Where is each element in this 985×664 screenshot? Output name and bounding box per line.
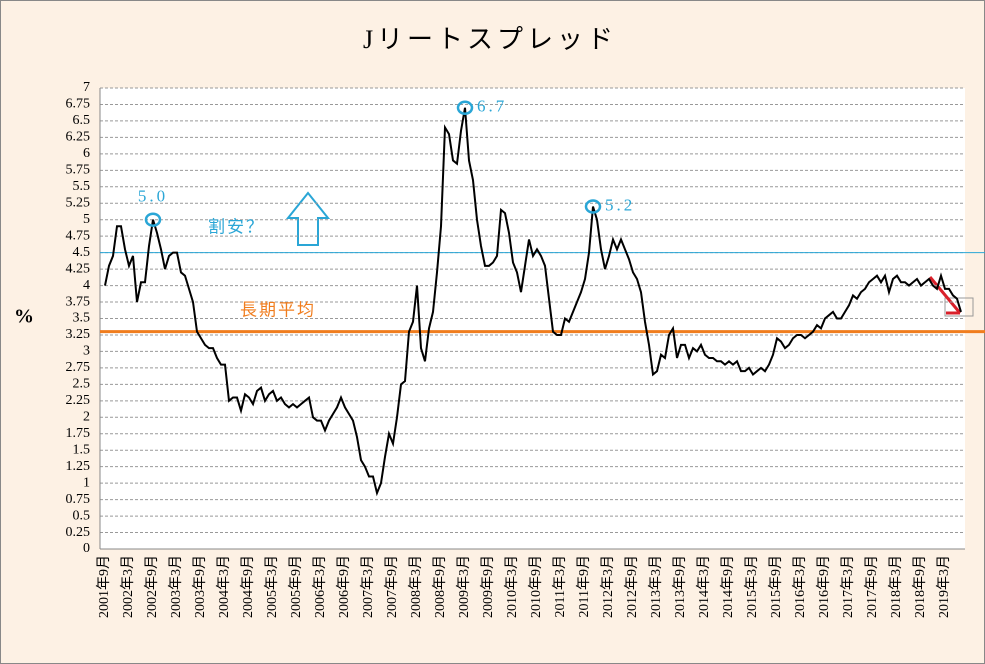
x-tick-label: 2014年3月: [696, 555, 712, 618]
y-tick-label: 2.5: [73, 377, 91, 392]
y-tick-label: 4: [83, 278, 90, 293]
x-tick-label: 2009年9月: [480, 555, 496, 618]
y-tick-label: 4.25: [66, 261, 91, 276]
y-tick-label: 6.5: [73, 113, 91, 128]
x-tick-label: 2013年9月: [672, 555, 688, 618]
x-tick-label: 2005年9月: [288, 555, 304, 618]
data-line: [104, 107, 962, 497]
y-tick-label: 5: [83, 212, 90, 227]
x-tick-label: 2002年9月: [144, 555, 160, 618]
up-arrow: [285, 191, 331, 246]
y-tick-label: 0.75: [66, 492, 91, 507]
x-tick-label: 2013年3月: [648, 555, 664, 618]
y-tick-label: 5.25: [66, 195, 91, 210]
y-tick-label: 4.5: [73, 245, 91, 260]
y-tick-label: 6: [83, 146, 90, 161]
y-tick-label: 1: [83, 475, 90, 490]
x-tick-label: 2004年9月: [240, 555, 256, 618]
y-tick-label: 4.75: [66, 228, 91, 243]
end-box: [944, 297, 974, 317]
x-tick-label: 2012年9月: [624, 555, 640, 618]
peak-marker: [584, 199, 602, 214]
x-tick-label: 2007年3月: [360, 555, 376, 618]
y-tick-label: 3: [83, 344, 90, 359]
x-tick-label: 2008年9月: [432, 555, 448, 618]
x-tick-label: 2017年3月: [840, 555, 856, 618]
y-tick-label: 5.75: [66, 163, 91, 178]
x-tick-label: 2010年3月: [504, 555, 520, 618]
y-tick-label: 3.25: [66, 327, 91, 342]
x-tick-label: 2015年3月: [744, 555, 760, 618]
y-tick-label: 2.75: [66, 360, 91, 375]
x-tick-label: 2014年9月: [720, 555, 736, 618]
x-tick-label: 2005年3月: [264, 555, 280, 618]
y-tick-label: 3.75: [66, 294, 91, 309]
peak-marker: [456, 100, 474, 116]
y-tick-label: 1.5: [73, 442, 91, 457]
y-tick-label: 3.5: [73, 311, 91, 326]
x-tick-label: 2018年3月: [888, 555, 904, 618]
down-arrow: [928, 276, 962, 314]
y-tick-label: 5.5: [73, 179, 91, 194]
x-tick-label: 2002年3月: [120, 555, 136, 618]
x-tick-label: 2019年3月: [936, 555, 952, 618]
x-tick-label: 2011年3月: [552, 555, 568, 617]
y-tick-label: 1.25: [66, 459, 91, 474]
x-tick-label: 2016年9月: [816, 555, 832, 618]
y-tick-label: 6.75: [66, 97, 91, 112]
y-axis-title: %: [14, 306, 34, 328]
x-tick-label: 2016年3月: [792, 555, 808, 618]
x-tick-label: 2018年9月: [912, 555, 928, 618]
x-tick-label: 2009年3月: [456, 555, 472, 618]
x-tick-label: 2017年9月: [864, 555, 880, 618]
peak-label: 5.0: [138, 187, 168, 206]
x-tick-label: 2006年3月: [312, 555, 328, 618]
x-tick-label: 2003年3月: [168, 555, 184, 618]
y-tick-label: 2.25: [66, 393, 91, 408]
reference-label: 長期平均: [240, 301, 316, 320]
x-tick-label: 2015年9月: [768, 555, 784, 618]
peak-marker: [144, 212, 162, 227]
x-tick-label: 2010年9月: [528, 555, 544, 618]
y-tick-label: 0: [83, 541, 90, 556]
x-tick-label: 2003年9月: [192, 555, 208, 618]
peak-label: 6.7: [477, 97, 507, 116]
y-tick-label: 0.25: [66, 525, 91, 540]
x-tick-label: 2011年9月: [576, 555, 592, 617]
x-tick-label: 2012年3月: [600, 555, 616, 618]
x-tick-label: 2007年9月: [384, 555, 400, 618]
y-tick-label: 1.75: [66, 426, 91, 441]
y-tick-label: 2: [83, 410, 90, 425]
y-tick-label: 7: [83, 80, 90, 95]
peak-label: 5.2: [605, 195, 635, 214]
y-tick-label: 6.25: [66, 130, 91, 145]
x-tick-label: 2001年9月: [96, 555, 112, 618]
chart-title: Jリートスプレッド: [363, 25, 617, 54]
y-tick-label: 0.5: [73, 508, 91, 523]
x-tick-label: 2004年3月: [216, 555, 232, 618]
reference-label: 割安？: [208, 218, 265, 237]
x-tick-label: 2006年9月: [336, 555, 352, 618]
x-tick-label: 2008年3月: [408, 555, 424, 618]
